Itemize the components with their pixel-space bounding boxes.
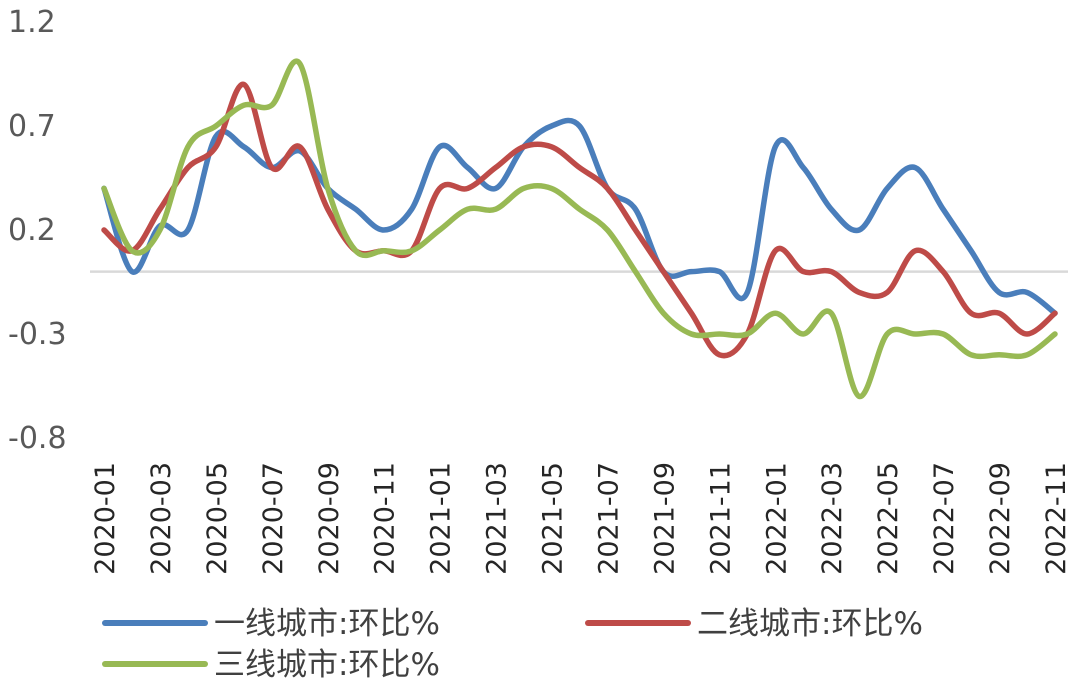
series-line-3 [101,58,1058,400]
x-tick-label: 2021-07 [593,462,624,575]
legend-entry-series-1: 一线城市:环比% [102,606,440,642]
x-tick-label: 2020-01 [90,462,121,575]
y-tick-label: -0.8 [8,421,67,456]
series-line-1 [101,117,1058,316]
x-axis-ticks: 2020-01 2020-03 2020-05 2020-07 2020-09 2020-… [90,462,1072,575]
x-tick-label: 2020-03 [146,462,177,575]
x-tick-label: 2022-11 [1041,462,1072,575]
legend-entry-series-2: 二线城市:环比% [585,606,923,642]
x-tick-label: 2021-11 [705,462,736,575]
legend-label-series-1: 一线城市:环比% [214,606,440,642]
x-tick-label: 2021-05 [538,462,569,575]
legend: 一线城市:环比% 二线城市:环比% 三线城市:环比% [102,606,923,683]
series-line-2 [101,81,1058,359]
x-tick-label: 2021-03 [482,462,513,575]
x-tick-label: 2022-03 [817,462,848,575]
x-tick-label: 2020-09 [314,462,345,575]
y-tick-label: 1.2 [8,5,56,40]
legend-label-series-2: 二线城市:环比% [697,606,923,642]
x-tick-label: 2022-01 [761,462,792,575]
x-tick-label: 2020-11 [370,462,401,575]
y-tick-label: -0.3 [8,317,67,352]
x-tick-label: 2022-07 [929,462,960,575]
x-tick-label: 2020-07 [258,462,289,575]
y-axis-ticks: 1.2 0.7 0.2 -0.3 -0.8 [8,5,67,456]
legend-entry-series-3: 三线城市:环比% [102,647,440,683]
x-tick-label: 2022-09 [985,462,1016,575]
x-tick-label: 2022-05 [873,462,904,575]
series-lines [101,58,1058,400]
x-tick-label: 2020-05 [202,462,233,575]
y-tick-label: 0.2 [8,213,56,248]
legend-label-series-3: 三线城市:环比% [214,647,440,683]
y-tick-label: 0.7 [8,109,56,144]
x-tick-label: 2021-01 [426,462,457,575]
x-tick-label: 2021-09 [649,462,680,575]
